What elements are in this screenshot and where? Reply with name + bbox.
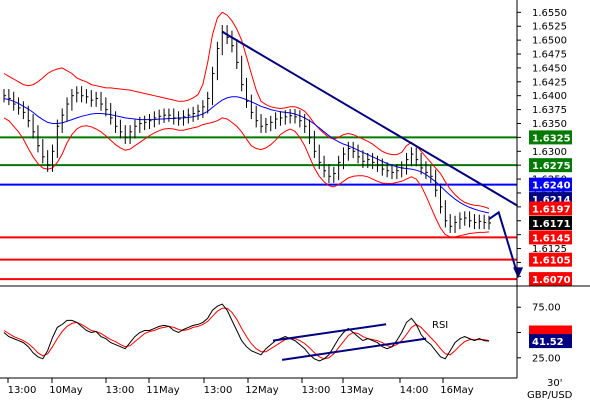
level-label: 1.6275 bbox=[532, 161, 571, 172]
marker-label: 1.6197 bbox=[532, 205, 571, 216]
level-label: 1.6145 bbox=[532, 233, 571, 244]
level-label: 1.6105 bbox=[532, 256, 571, 267]
rsi-channel-lower bbox=[281, 337, 427, 361]
series-line-band-upper bbox=[3, 11, 490, 209]
series-line-band-lower bbox=[3, 117, 490, 238]
time-tick-label: 13:00 bbox=[8, 385, 37, 396]
time-tick-label: 12May bbox=[245, 385, 278, 396]
time-tick-label: 10May bbox=[49, 385, 82, 396]
rsi-tick-label: 75.00 bbox=[532, 303, 561, 314]
level-label-box bbox=[529, 252, 572, 267]
time-tick-label: 14:00 bbox=[400, 385, 429, 396]
marker-label-box bbox=[529, 215, 572, 230]
level-label-box bbox=[529, 158, 572, 173]
rsi-series-line bbox=[3, 303, 490, 362]
x-axis: 13:00 10May 13:00 11May 13:00 12May 13:00 13May… bbox=[7, 378, 474, 396]
level-label-box bbox=[529, 230, 572, 245]
trendline bbox=[221, 30, 519, 207]
projection-arrowhead bbox=[513, 267, 524, 279]
price-tick-label: 1.6125 bbox=[532, 244, 567, 255]
time-tick-label: 13:00 bbox=[106, 385, 135, 396]
price-tick-label: 1.6450 bbox=[532, 63, 567, 74]
level-label-box bbox=[529, 177, 572, 192]
level-label: 1.6070 bbox=[532, 275, 571, 286]
rsi-last-value-box bbox=[529, 334, 572, 349]
marker-label-box bbox=[529, 201, 572, 216]
rsi-tick-label: 25.00 bbox=[532, 353, 561, 364]
price-tick-label: 1.6375 bbox=[532, 105, 567, 116]
price-tick-label: 1.6525 bbox=[532, 22, 567, 33]
marker-label: 1.6171 bbox=[532, 219, 571, 230]
price-tick-label: 1.6475 bbox=[532, 50, 567, 61]
rsi-series-line bbox=[3, 307, 490, 360]
marker-label: 1.6214 bbox=[532, 195, 571, 206]
time-tick-label: 13:00 bbox=[302, 385, 331, 396]
level-label: 1.6325 bbox=[532, 133, 571, 144]
symbol-label: GBP/USD bbox=[527, 390, 573, 400]
time-tick-label: 13:00 bbox=[204, 385, 233, 396]
price-tick-label: 1.6400 bbox=[532, 91, 567, 102]
rsi-title: RSI bbox=[432, 320, 448, 331]
price-panel: 1.6550 1.6525 1.6500 1.6475 1.6450 1.6425 1.64… bbox=[0, 8, 572, 287]
time-tick-label: 16May bbox=[440, 385, 473, 396]
price-tick-label: 1.6300 bbox=[532, 147, 567, 158]
price-tick-label: 1.6350 bbox=[532, 119, 567, 130]
level-label-box bbox=[529, 272, 572, 287]
rsi-last-value: 41.52 bbox=[532, 337, 564, 348]
time-tick-label: 11May bbox=[146, 385, 179, 396]
price-tick-label: 1.6500 bbox=[532, 36, 567, 47]
price-tick-label: 1.6550 bbox=[532, 8, 567, 19]
level-label-box bbox=[529, 130, 572, 145]
level-label: 1.6240 bbox=[532, 181, 571, 192]
time-tick-label: 13May bbox=[340, 385, 373, 396]
timeframe-label: 30' bbox=[547, 378, 562, 389]
rsi-channel-upper bbox=[272, 323, 387, 342]
projection-path bbox=[488, 210, 520, 277]
price-tick-label: 1.6425 bbox=[532, 77, 567, 88]
